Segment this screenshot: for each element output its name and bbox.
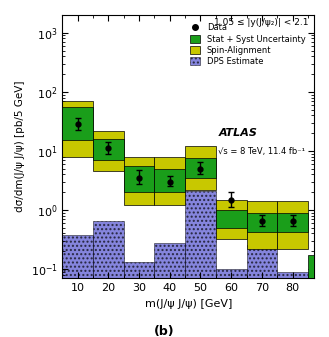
Bar (63, 235, 93, 278)
Bar (93, 131, 124, 171)
Bar (277, 272, 308, 278)
Bar (155, 168, 185, 192)
Bar (63, 101, 93, 157)
Bar (155, 243, 185, 278)
Bar (124, 157, 155, 205)
X-axis label: m(J/ψ J/ψ) [GeV]: m(J/ψ J/ψ) [GeV] (144, 299, 232, 308)
Bar (63, 107, 93, 141)
Bar (185, 191, 216, 278)
Legend: Data, Stat + Syst Uncertainty, Spin-Alignment, DPS Estimate: Data, Stat + Syst Uncertainty, Spin-Alig… (189, 22, 307, 67)
Bar (93, 221, 124, 278)
Text: (b): (b) (154, 325, 175, 337)
Bar (277, 201, 308, 249)
Bar (277, 213, 308, 232)
Bar (185, 158, 216, 178)
Bar (216, 210, 246, 228)
Y-axis label: dσ/dm(J/ψ J/ψ) [pb/5 GeV]: dσ/dm(J/ψ J/ψ) [pb/5 GeV] (15, 81, 25, 212)
Bar (155, 157, 185, 205)
Text: 1.05 ≤ |y(J/ψ₂)| < 2.1: 1.05 ≤ |y(J/ψ₂)| < 2.1 (215, 18, 309, 27)
Text: √s = 8 TeV, 11.4 fb⁻¹: √s = 8 TeV, 11.4 fb⁻¹ (218, 147, 305, 156)
Bar (124, 262, 155, 278)
Bar (124, 166, 155, 192)
Bar (246, 213, 277, 232)
Bar (246, 245, 277, 278)
Bar (216, 269, 246, 278)
Bar (308, 255, 329, 278)
Bar (246, 201, 277, 249)
Bar (185, 146, 216, 190)
Text: ATLAS: ATLAS (218, 128, 257, 138)
Bar (93, 139, 124, 160)
Bar (216, 200, 246, 239)
